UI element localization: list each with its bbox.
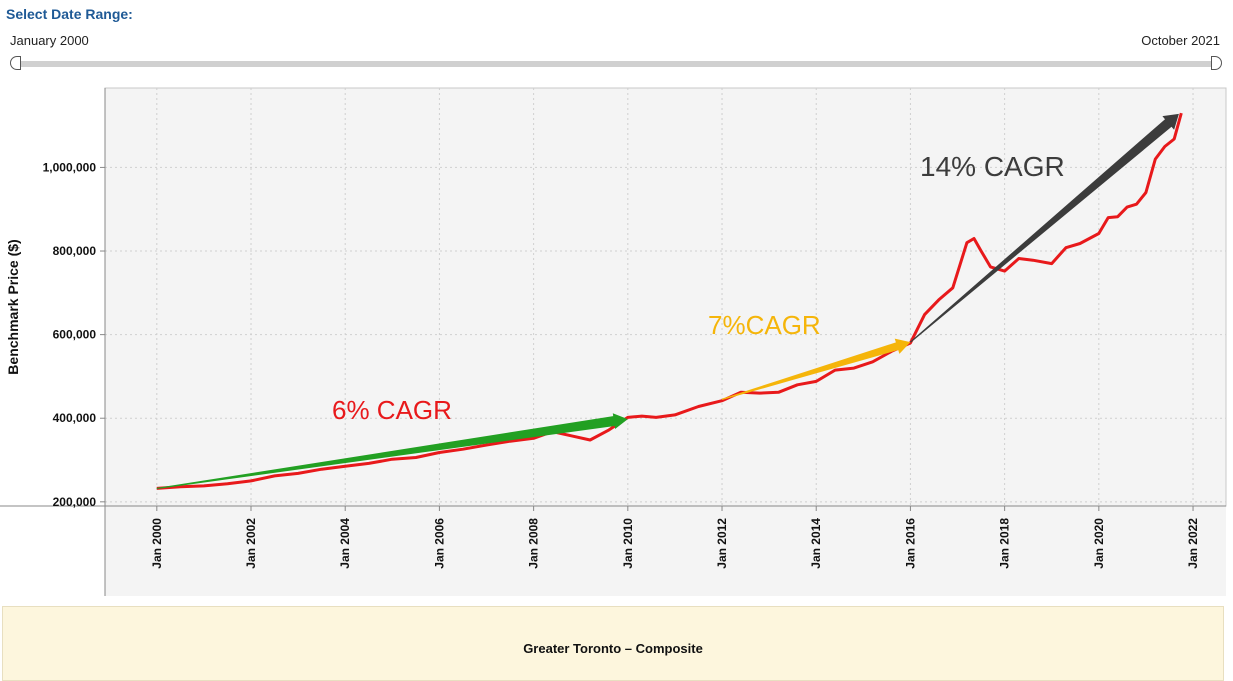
x-tick-label: Jan 2012 xyxy=(715,518,729,569)
x-tick-label: Jan 2006 xyxy=(432,518,446,569)
cagr-14-arrow xyxy=(910,113,1179,343)
range-start-handle[interactable] xyxy=(10,56,21,70)
range-start-label: January 2000 xyxy=(10,33,89,48)
date-range-title: Select Date Range: xyxy=(6,6,133,22)
footer-label: Greater Toronto – Composite xyxy=(523,641,703,656)
x-tick-label: Jan 2010 xyxy=(621,518,635,569)
x-tick-label: Jan 2000 xyxy=(150,518,164,569)
x-tick-label: Jan 2022 xyxy=(1186,518,1200,569)
x-axis-band xyxy=(105,506,1226,596)
cagr-14-label: 14% CAGR xyxy=(920,151,1065,182)
y-tick-label: 1,000,000 xyxy=(43,160,97,174)
range-end-label: October 2021 xyxy=(1141,33,1220,48)
range-end-handle[interactable] xyxy=(1211,56,1222,70)
x-tick-label: Jan 2002 xyxy=(244,518,258,569)
y-axis-title: Benchmark Price ($) xyxy=(5,239,21,374)
chart-footer: Greater Toronto – Composite xyxy=(2,606,1224,681)
price-series-line xyxy=(156,112,1183,490)
x-tick-label: Jan 2016 xyxy=(903,518,917,569)
chart-area: 200,000 400,000 600,000 800,000 1,000,000 Jan… xyxy=(0,86,1233,603)
date-range-slider-track[interactable] xyxy=(14,61,1216,67)
y-tick-label: 200,000 xyxy=(53,495,97,509)
cagr-6-arrow xyxy=(156,413,628,489)
x-tick-label: Jan 2018 xyxy=(998,518,1012,569)
price-chart: 200,000 400,000 600,000 800,000 1,000,000 Jan… xyxy=(0,87,1227,596)
x-tick-label: Jan 2014 xyxy=(809,518,823,569)
y-tick-label: 400,000 xyxy=(53,411,97,425)
cagr-7-label: 7%CAGR xyxy=(708,310,821,340)
x-tick-label: Jan 2020 xyxy=(1092,518,1106,569)
date-range-title-text: Select Date Range xyxy=(6,6,129,22)
y-tick-label: 800,000 xyxy=(53,244,97,258)
date-range-title-colon: : xyxy=(128,6,133,22)
plot-background xyxy=(104,87,1227,507)
cagr-7-arrow xyxy=(721,338,911,400)
x-tick-label: Jan 2004 xyxy=(338,518,352,569)
y-tick-label: 600,000 xyxy=(53,328,97,342)
x-tick-label: Jan 2008 xyxy=(527,518,541,569)
cagr-6-label: 6% CAGR xyxy=(332,395,452,425)
